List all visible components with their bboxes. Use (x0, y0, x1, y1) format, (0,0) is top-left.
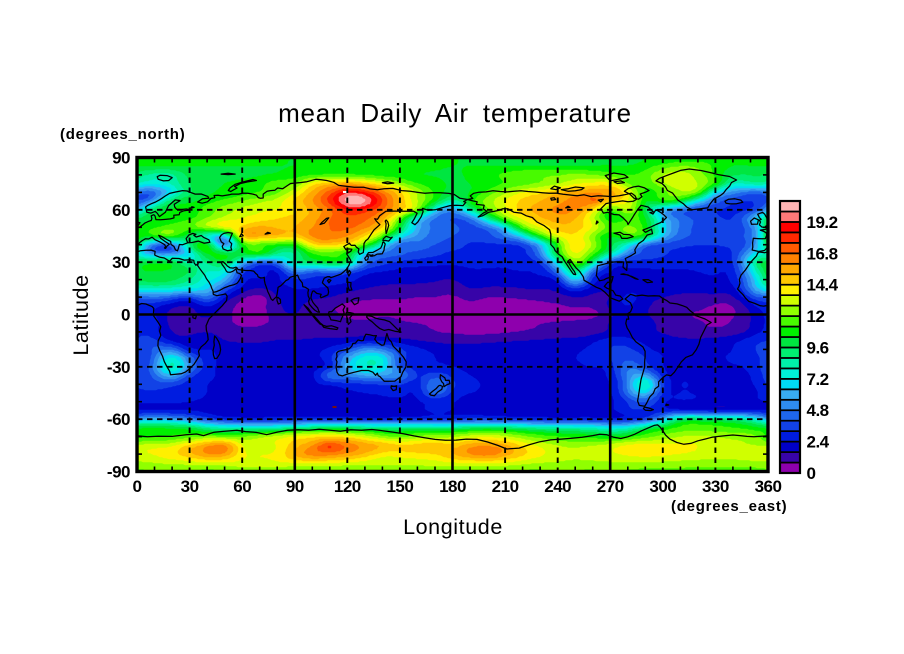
svg-text:4.8: 4.8 (807, 401, 829, 420)
svg-text:30: 30 (112, 253, 130, 272)
svg-text:mean Daily Air temperature: mean Daily Air temperature (278, 98, 632, 128)
svg-text:270: 270 (597, 477, 624, 496)
svg-text:2.4: 2.4 (807, 433, 830, 452)
svg-text:90: 90 (286, 477, 304, 496)
svg-text:0: 0 (133, 477, 142, 496)
svg-text:0: 0 (121, 306, 130, 325)
svg-text:Longitude: Longitude (403, 515, 503, 539)
svg-text:14.4: 14.4 (807, 276, 839, 295)
svg-text:90: 90 (112, 149, 130, 168)
svg-text:330: 330 (702, 477, 729, 496)
svg-text:60: 60 (112, 201, 130, 220)
svg-text:7.2: 7.2 (807, 370, 829, 389)
svg-text:Latitude: Latitude (69, 274, 93, 355)
svg-text:19.2: 19.2 (807, 213, 838, 232)
svg-text:9.6: 9.6 (807, 339, 829, 358)
svg-text:-90: -90 (107, 463, 130, 482)
svg-text:210: 210 (492, 477, 519, 496)
svg-text:12: 12 (807, 307, 825, 326)
svg-text:300: 300 (649, 477, 676, 496)
svg-text:-30: -30 (107, 358, 130, 377)
svg-text:30: 30 (181, 477, 199, 496)
svg-text:(degrees_east): (degrees_east) (671, 498, 787, 515)
svg-text:16.8: 16.8 (807, 244, 838, 263)
svg-text:-60: -60 (107, 410, 130, 429)
svg-text:60: 60 (233, 477, 251, 496)
svg-text:180: 180 (439, 477, 466, 496)
svg-text:0: 0 (807, 464, 816, 483)
svg-text:120: 120 (334, 477, 361, 496)
svg-text:240: 240 (544, 477, 571, 496)
svg-text:360: 360 (755, 477, 782, 496)
svg-text:(degrees_north): (degrees_north) (60, 126, 185, 143)
svg-text:150: 150 (386, 477, 413, 496)
